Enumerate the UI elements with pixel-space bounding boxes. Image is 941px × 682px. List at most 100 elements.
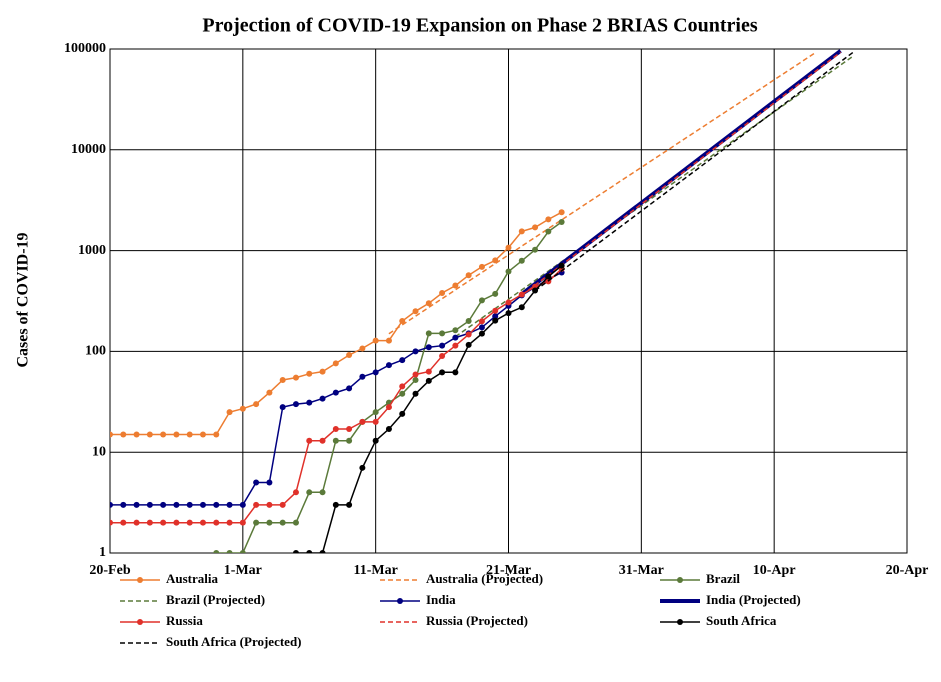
x-tick-label: 1-Mar — [224, 563, 262, 578]
data-point — [279, 501, 286, 508]
legend-item: Australia — [120, 571, 219, 586]
data-point — [186, 431, 193, 438]
legend-label: India — [426, 592, 456, 607]
data-point — [133, 519, 140, 526]
y-tick-label: 100000 — [64, 41, 106, 56]
legend-label: Russia — [166, 613, 203, 628]
data-point — [292, 519, 299, 526]
data-point — [518, 257, 525, 264]
data-point — [372, 437, 379, 444]
data-point — [199, 431, 206, 438]
data-point — [412, 390, 419, 397]
data-point — [173, 501, 180, 508]
data-point — [532, 224, 539, 231]
data-point — [226, 501, 233, 508]
data-point — [253, 519, 260, 526]
legend-label: South Africa — [706, 613, 777, 628]
data-point — [292, 401, 299, 408]
data-point — [332, 389, 339, 396]
data-point — [346, 352, 353, 359]
data-point — [226, 409, 233, 416]
data-point — [199, 501, 206, 508]
data-point — [319, 368, 326, 375]
legend-item: Australia (Projected) — [380, 571, 543, 586]
y-tick-label: 1 — [99, 545, 106, 560]
data-point — [478, 330, 485, 337]
data-point — [425, 368, 432, 375]
data-point — [439, 289, 446, 296]
data-point — [478, 318, 485, 325]
legend-marker — [677, 619, 683, 625]
data-point — [372, 337, 379, 344]
legend-item: South Africa — [660, 613, 777, 628]
data-point — [226, 519, 233, 526]
data-point — [292, 374, 299, 381]
data-point — [306, 399, 313, 406]
y-tick-label: 10000 — [71, 142, 106, 157]
data-point — [465, 331, 472, 338]
data-point — [346, 425, 353, 432]
data-point — [266, 501, 273, 508]
data-point — [545, 273, 552, 280]
legend-marker — [137, 577, 143, 583]
data-point — [120, 501, 127, 508]
legend-item: Russia — [120, 613, 203, 628]
data-point — [492, 307, 499, 314]
data-point — [110, 501, 113, 508]
y-axis-label: Cases of COVID-19 — [15, 232, 32, 367]
x-tick-label: 11-Mar — [354, 563, 398, 578]
data-point — [558, 218, 565, 225]
data-point — [332, 437, 339, 444]
data-point — [319, 395, 326, 402]
data-point — [332, 425, 339, 432]
data-point — [213, 501, 220, 508]
data-point — [478, 297, 485, 304]
data-point — [505, 244, 512, 251]
data-point — [226, 550, 233, 553]
data-point — [306, 437, 313, 444]
data-point — [492, 313, 499, 320]
data-point — [319, 437, 326, 444]
data-point — [319, 550, 326, 553]
legend-label: South Africa (Projected) — [166, 634, 302, 649]
x-tick-label: 31-Mar — [619, 563, 664, 578]
data-point — [385, 425, 392, 432]
data-point — [359, 345, 366, 352]
y-tick-label: 100 — [85, 344, 106, 359]
data-point — [359, 464, 366, 471]
legend-label: Brazil (Projected) — [166, 592, 265, 607]
data-point — [425, 300, 432, 307]
legend-marker — [397, 598, 403, 604]
data-point — [452, 342, 459, 349]
series-line — [454, 54, 855, 338]
data-point — [452, 282, 459, 289]
data-point — [253, 479, 260, 486]
data-point — [186, 501, 193, 508]
data-point — [452, 334, 459, 341]
data-point — [399, 390, 406, 397]
data-point — [439, 353, 446, 360]
data-point — [213, 519, 220, 526]
legend-label: Russia (Projected) — [426, 613, 528, 628]
data-point — [359, 418, 366, 425]
data-point — [399, 410, 406, 417]
data-point — [133, 501, 140, 508]
data-point — [372, 418, 379, 425]
y-tick-label: 10 — [92, 444, 106, 459]
data-point — [439, 369, 446, 376]
y-tick-label: 1000 — [78, 243, 106, 258]
data-point — [306, 370, 313, 377]
data-point — [399, 318, 406, 325]
data-point — [239, 519, 246, 526]
data-point — [199, 519, 206, 526]
data-point — [292, 489, 299, 496]
data-point — [266, 519, 273, 526]
data-point — [412, 348, 419, 355]
data-point — [346, 501, 353, 508]
data-point — [532, 246, 539, 253]
data-point — [279, 377, 286, 384]
data-point — [160, 519, 167, 526]
data-point — [425, 377, 432, 384]
data-point — [492, 290, 499, 297]
